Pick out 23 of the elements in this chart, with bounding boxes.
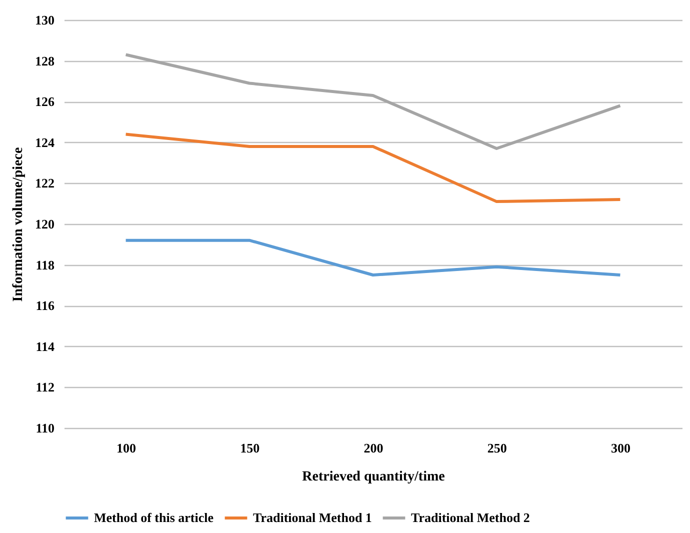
y-tick-label: 112 xyxy=(36,380,54,395)
x-tick-label: 150 xyxy=(240,440,260,456)
legend-label: Traditional Method 2 xyxy=(411,510,530,525)
line-series xyxy=(124,132,622,204)
y-tick-label: 130 xyxy=(35,12,54,28)
y-tick-label: 116 xyxy=(36,298,55,314)
y-axis-title: Information volume/piece xyxy=(11,147,26,302)
x-tick-label: 100 xyxy=(116,440,136,456)
x-tick-label: 300 xyxy=(610,440,630,456)
y-tick-label: 118 xyxy=(36,257,55,272)
x-axis-title: Retrieved quantity/time xyxy=(302,470,445,484)
y-tick-label: 120 xyxy=(35,216,54,232)
x-tick-label: 250 xyxy=(487,440,507,456)
y-tick-label: 126 xyxy=(35,94,55,110)
x-tick-label: 200 xyxy=(364,440,384,456)
y-tick-label: 110 xyxy=(36,420,54,436)
y-tick-label: 122 xyxy=(35,176,54,191)
y-tick-label: 114 xyxy=(36,338,55,354)
legend-label: Method of this article xyxy=(94,510,214,525)
y-tick-label: 128 xyxy=(35,53,55,68)
y-tick-label: 124 xyxy=(35,134,55,150)
line-series xyxy=(124,53,622,150)
legend-label: Traditional Method 1 xyxy=(253,510,372,525)
